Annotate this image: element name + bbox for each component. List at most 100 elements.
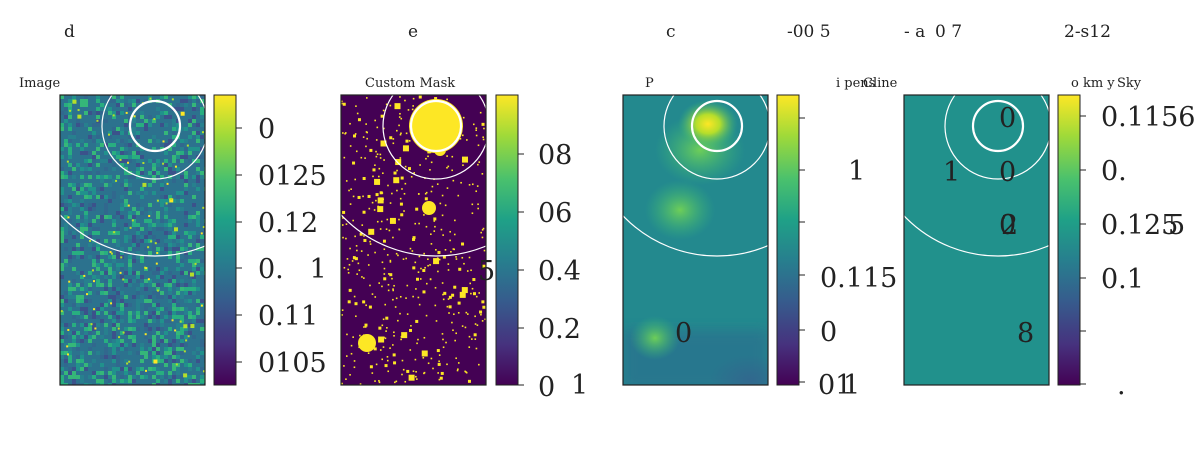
image-noise-pixel: [108, 135, 112, 139]
image-noise-pixel: [172, 171, 176, 175]
image-noise-pixel: [196, 279, 200, 283]
image-noise-pixel: [180, 159, 184, 163]
image-noise-pixel: [112, 351, 116, 355]
image-noise-pixel: [160, 203, 164, 207]
image-noise-pixel: [180, 243, 184, 247]
image-noise-pixel: [184, 247, 188, 251]
mask-speck: [360, 250, 363, 252]
image-bright-point: [122, 278, 125, 281]
colorbar-p-gradient: [776, 94, 800, 386]
mask-speck: [361, 224, 364, 226]
image-noise-pixel: [84, 223, 88, 227]
image-noise-pixel: [76, 355, 80, 359]
image-noise-pixel: [136, 251, 140, 255]
image-noise-pixel: [136, 115, 140, 119]
image-noise-pixel: [128, 303, 132, 307]
image-noise-pixel: [132, 131, 136, 135]
image-noise-pixel: [148, 179, 152, 183]
cb1-tick-4: 0.11: [258, 301, 318, 332]
image-noise-pixel: [132, 255, 136, 259]
image-noise-pixel: [184, 215, 188, 219]
mask-speck: [437, 270, 439, 273]
mask-speck: [383, 248, 386, 251]
mask-speck: [476, 185, 479, 187]
image-noise-pixel: [164, 179, 168, 183]
image-noise-pixel: [200, 291, 204, 295]
image-noise-pixel: [116, 303, 120, 307]
image-noise-pixel: [164, 159, 168, 163]
image-noise-pixel: [100, 271, 104, 275]
image-noise-pixel: [84, 95, 88, 99]
image-noise-pixel: [148, 283, 152, 287]
mask-speck: [424, 266, 426, 269]
image-noise-pixel: [84, 311, 88, 315]
mask-speck: [427, 264, 429, 267]
image-noise-pixel: [168, 291, 172, 295]
image-noise-pixel: [72, 367, 76, 371]
image-noise-pixel: [76, 383, 80, 385]
image-noise-pixel: [64, 275, 68, 279]
image-noise-pixel: [68, 331, 72, 335]
mask-speck: [412, 237, 416, 241]
mask-speck: [481, 300, 485, 304]
mask-speck: [394, 103, 401, 110]
image-noise-pixel: [124, 367, 128, 371]
image-noise-pixel: [172, 355, 176, 359]
mask-speck: [355, 315, 357, 318]
mask-speck: [400, 335, 403, 338]
image-noise-pixel: [108, 371, 112, 375]
image-noise-pixel: [164, 167, 168, 171]
mask-speck: [343, 365, 345, 367]
image-noise-pixel: [144, 191, 148, 195]
image-noise-pixel: [168, 239, 172, 243]
image-noise-pixel: [68, 255, 72, 259]
cb1-tick-3: 0. 1: [258, 254, 327, 285]
image-bright-point: [149, 97, 152, 100]
cb3-tick-0: 1: [848, 156, 865, 187]
image-noise-pixel: [168, 151, 172, 155]
mask-speck: [382, 239, 386, 243]
image-noise-pixel: [192, 119, 196, 123]
image-noise-pixel: [100, 143, 104, 147]
image-bright-point: [93, 308, 96, 311]
panel-title-okmy: o km y: [1071, 76, 1115, 91]
image-bright-point: [156, 199, 159, 202]
image-noise-pixel: [128, 375, 132, 379]
image-noise-pixel: [180, 199, 184, 203]
image-noise-pixel: [124, 171, 128, 175]
image-noise-pixel: [144, 211, 148, 215]
image-noise-pixel: [148, 227, 152, 231]
image-noise-pixel: [180, 127, 184, 131]
image-noise-pixel: [160, 335, 164, 339]
image-noise-pixel: [76, 339, 80, 343]
image-noise-pixel: [88, 159, 92, 163]
image-noise-pixel: [172, 223, 176, 227]
image-noise-pixel: [72, 131, 76, 135]
panel-title-sky: Sky: [1117, 76, 1142, 91]
image-noise-pixel: [132, 207, 136, 211]
image-noise-pixel: [192, 103, 196, 107]
image-noise-pixel: [104, 175, 108, 179]
image-noise-pixel: [104, 275, 108, 279]
image-noise-pixel: [144, 255, 148, 259]
image-noise-pixel: [152, 191, 156, 195]
mask-speck: [450, 250, 452, 253]
image-noise-pixel: [60, 299, 64, 303]
image-noise-pixel: [108, 107, 112, 111]
mask-speck: [352, 195, 355, 198]
image-bright-point: [189, 272, 194, 277]
mask-speck: [443, 291, 447, 295]
mask-speck: [400, 132, 402, 135]
image-noise-pixel: [112, 371, 116, 375]
mask-speck: [379, 157, 382, 159]
mask-speck: [407, 109, 410, 111]
image-noise-pixel: [180, 271, 184, 275]
image-noise-pixel: [112, 379, 116, 383]
image-noise-pixel: [188, 219, 192, 223]
image-noise-pixel: [96, 379, 100, 383]
image-noise-pixel: [196, 139, 200, 143]
image-noise-pixel: [200, 135, 204, 139]
image-noise-pixel: [144, 307, 148, 311]
colorbar-cline-ticks: [1080, 115, 1086, 385]
image-noise-pixel: [96, 135, 100, 139]
